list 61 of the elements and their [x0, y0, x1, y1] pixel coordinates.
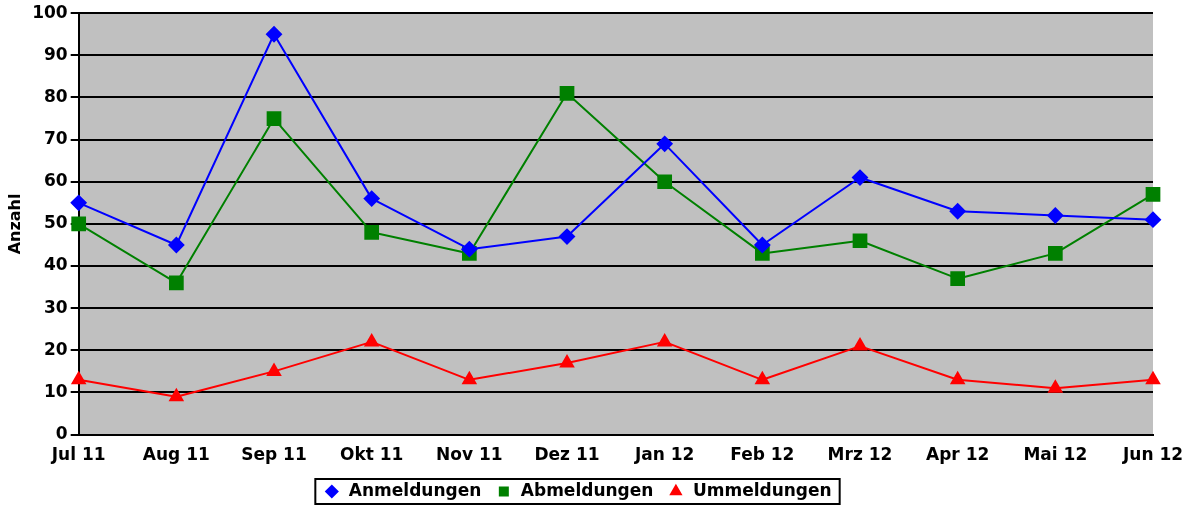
y-tick-label: 30: [44, 296, 68, 317]
x-tick-label: Mai 12: [1023, 444, 1088, 465]
y-tick-label: 20: [44, 338, 68, 359]
point: [1047, 207, 1064, 224]
point: [657, 174, 673, 190]
point: [1047, 246, 1063, 261]
x-tick-label: Jan 12: [633, 444, 695, 465]
x-tick-label: Aug 11: [142, 444, 210, 465]
legend-label: Anmeldungen: [348, 479, 482, 500]
point: [71, 371, 86, 385]
point: [559, 354, 575, 368]
point: [754, 236, 771, 253]
y-tick-label: 60: [44, 170, 68, 191]
point: [852, 338, 868, 351]
point: [559, 85, 575, 101]
x-tick-label: Sep 11: [241, 444, 307, 465]
y-tick-label: 70: [44, 128, 68, 149]
point: [949, 203, 966, 220]
point: [364, 333, 379, 347]
x-tick-label: Nov 11: [436, 444, 503, 465]
x-tick-label: Dez 11: [534, 444, 600, 465]
y-tick-label: 0: [55, 423, 68, 444]
point: [363, 190, 380, 207]
point: [71, 216, 87, 232]
y-tick-label: 40: [44, 254, 68, 275]
x-tick-label: Okt 11: [339, 444, 404, 465]
x-tick-label: Jun 12: [1121, 444, 1184, 465]
point: [168, 236, 185, 253]
point: [1145, 371, 1161, 385]
point: [169, 388, 184, 402]
point: [266, 111, 282, 126]
y-tick-label: 100: [32, 1, 68, 22]
point: [1145, 211, 1161, 228]
point: [755, 371, 770, 385]
point: [70, 194, 87, 211]
point: [656, 135, 673, 152]
x-tick-label: Feb 12: [730, 444, 795, 465]
point: [266, 26, 283, 43]
legend-label: Abmeldungen: [520, 479, 654, 500]
point: [657, 333, 672, 347]
point: [950, 271, 966, 287]
y-tick-label: 80: [44, 85, 68, 106]
point: [852, 233, 868, 249]
point: [168, 275, 184, 291]
x-tick-label: Jul 11: [50, 444, 106, 465]
y-tick-label: 50: [44, 212, 68, 233]
point: [364, 224, 380, 240]
y-tick-label: 10: [44, 380, 68, 401]
point: [950, 371, 965, 385]
point: [1048, 380, 1063, 393]
x-tick-label: Mrz 12: [827, 444, 893, 465]
point: [266, 363, 282, 376]
point: [559, 228, 576, 245]
point: [1145, 187, 1161, 202]
y-axis-title: Anzahl: [4, 193, 24, 255]
y-tick-label: 90: [44, 43, 68, 64]
point: [462, 371, 477, 385]
point: [461, 241, 478, 258]
point: [852, 169, 869, 186]
legend-label: Ummeldungen: [692, 479, 832, 500]
x-tick-label: Apr 12: [926, 444, 990, 465]
